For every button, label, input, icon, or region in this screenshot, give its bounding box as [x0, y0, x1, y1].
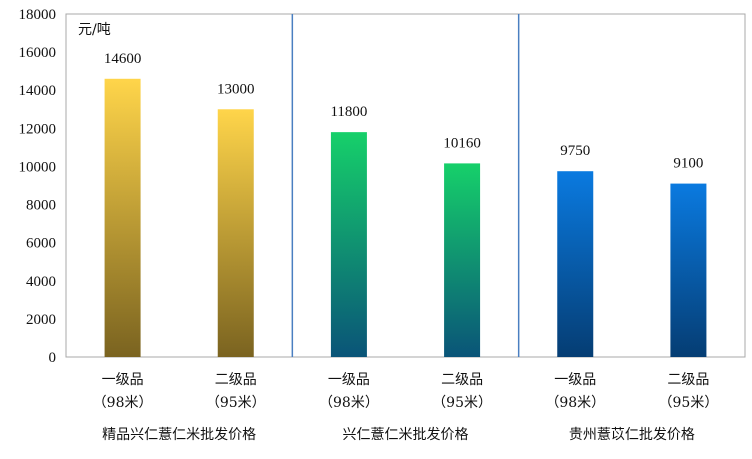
- group-label: 贵州薏苡仁批发价格: [569, 427, 695, 443]
- y-tick-label: 0: [49, 350, 57, 366]
- category-label-spec: （95米）: [206, 395, 266, 411]
- y-tick-label: 14000: [19, 83, 57, 99]
- y-tick-label: 12000: [19, 121, 57, 137]
- bar: [330, 132, 367, 357]
- category-label-grade: 一级品: [328, 372, 370, 388]
- group-labels: 精品兴仁薏仁米批发价格 兴仁薏仁米批发价格 贵州薏苡仁批发价格: [102, 427, 695, 443]
- data-label: 10160: [443, 135, 481, 151]
- data-label: 9100: [673, 156, 703, 172]
- y-tick-label: 4000: [26, 274, 56, 290]
- bar: [104, 78, 141, 358]
- data-label: 14600: [104, 51, 142, 67]
- bars: [104, 78, 707, 358]
- y-tick-label: 8000: [26, 198, 56, 214]
- y-tick-label: 10000: [19, 159, 57, 175]
- data-label: 13000: [217, 81, 255, 97]
- plot-area-border: [65, 13, 746, 358]
- data-labels: 14600 13000 11800 10160 9750 9100: [104, 51, 704, 172]
- category-label-spec: （98米）: [545, 395, 605, 411]
- y-tick-label: 18000: [19, 7, 57, 23]
- category-label-spec: （95米）: [659, 395, 719, 411]
- category-label-spec: （98米）: [319, 395, 379, 411]
- unit-label: 元/吨: [78, 22, 111, 38]
- group-dividers: [291, 14, 520, 357]
- category-labels: 一级品 （98米） 二级品 （95米） 一级品 （98米） 二级品 （95米） 一级品 （98米）…: [93, 372, 719, 411]
- y-tick-label: 16000: [19, 45, 57, 61]
- data-label: 11800: [330, 104, 367, 120]
- data-label: 9750: [560, 143, 590, 159]
- y-tick-label: 6000: [26, 236, 56, 252]
- category-label-grade: 二级品: [441, 372, 483, 388]
- category-label-spec: （98米）: [93, 395, 153, 411]
- group-label: 兴仁薏仁米批发价格: [343, 427, 469, 443]
- bar: [217, 109, 254, 358]
- category-label-spec: （95米）: [432, 395, 492, 411]
- bar: [670, 183, 707, 357]
- category-label-grade: 一级品: [102, 372, 144, 388]
- y-tick-label: 2000: [26, 312, 56, 328]
- category-label-grade: 二级品: [215, 372, 257, 388]
- bar: [444, 163, 481, 357]
- category-label-grade: 一级品: [554, 372, 596, 388]
- bar: [557, 171, 594, 357]
- y-axis-ticks: 0 2000 4000 6000 8000 10000 12000 14000 16000 180…: [19, 7, 57, 366]
- group-label: 精品兴仁薏仁米批发价格: [102, 427, 256, 443]
- category-label-grade: 二级品: [667, 372, 709, 388]
